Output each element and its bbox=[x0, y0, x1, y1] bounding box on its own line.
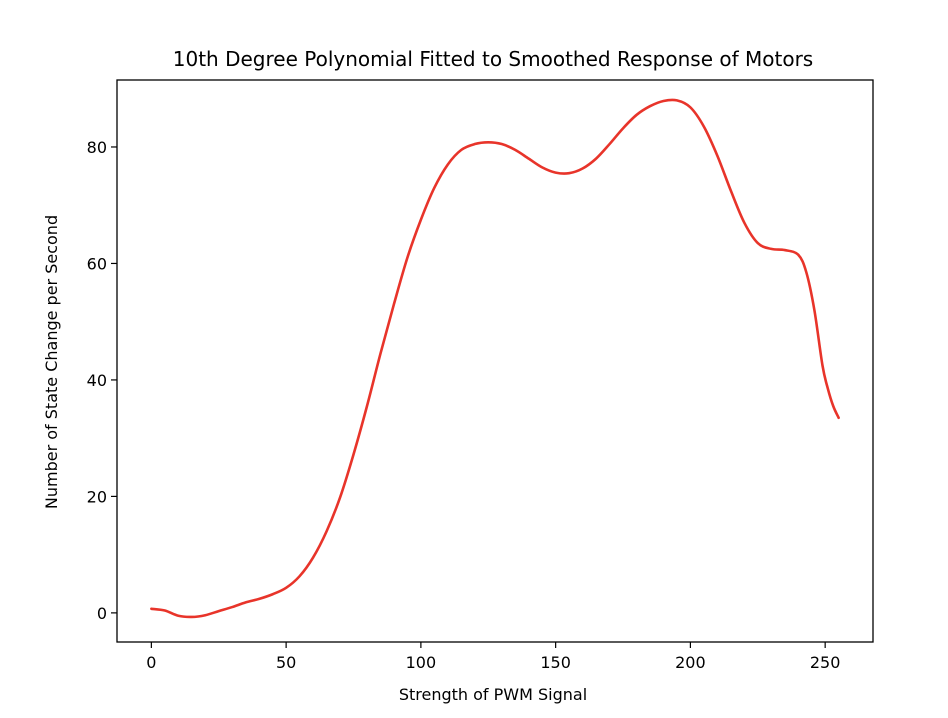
x-tick-label: 50 bbox=[276, 653, 296, 672]
chart-title: 10th Degree Polynomial Fitted to Smoothe… bbox=[173, 47, 813, 71]
y-axis: 0 20 40 60 80 bbox=[87, 138, 117, 623]
plot-frame bbox=[116, 79, 874, 643]
y-tick-label: 0 bbox=[97, 604, 107, 623]
y-tick-label: 40 bbox=[87, 371, 107, 390]
x-tick-label: 100 bbox=[406, 653, 437, 672]
plot-area bbox=[116, 79, 874, 643]
x-tick-label: 0 bbox=[146, 653, 156, 672]
y-tick-label: 20 bbox=[87, 487, 107, 506]
y-axis-label: Number of State Change per Second bbox=[42, 215, 61, 509]
x-tick-label: 150 bbox=[540, 653, 571, 672]
series-line bbox=[150, 98, 840, 619]
x-axis: 0 50 100 150 200 250 bbox=[146, 642, 840, 672]
x-tick-label: 200 bbox=[675, 653, 706, 672]
x-tick-label: 250 bbox=[810, 653, 841, 672]
y-tick-label: 60 bbox=[87, 254, 107, 273]
y-tick-label: 80 bbox=[87, 138, 107, 157]
x-axis-label: Strength of PWM Signal bbox=[399, 685, 587, 704]
